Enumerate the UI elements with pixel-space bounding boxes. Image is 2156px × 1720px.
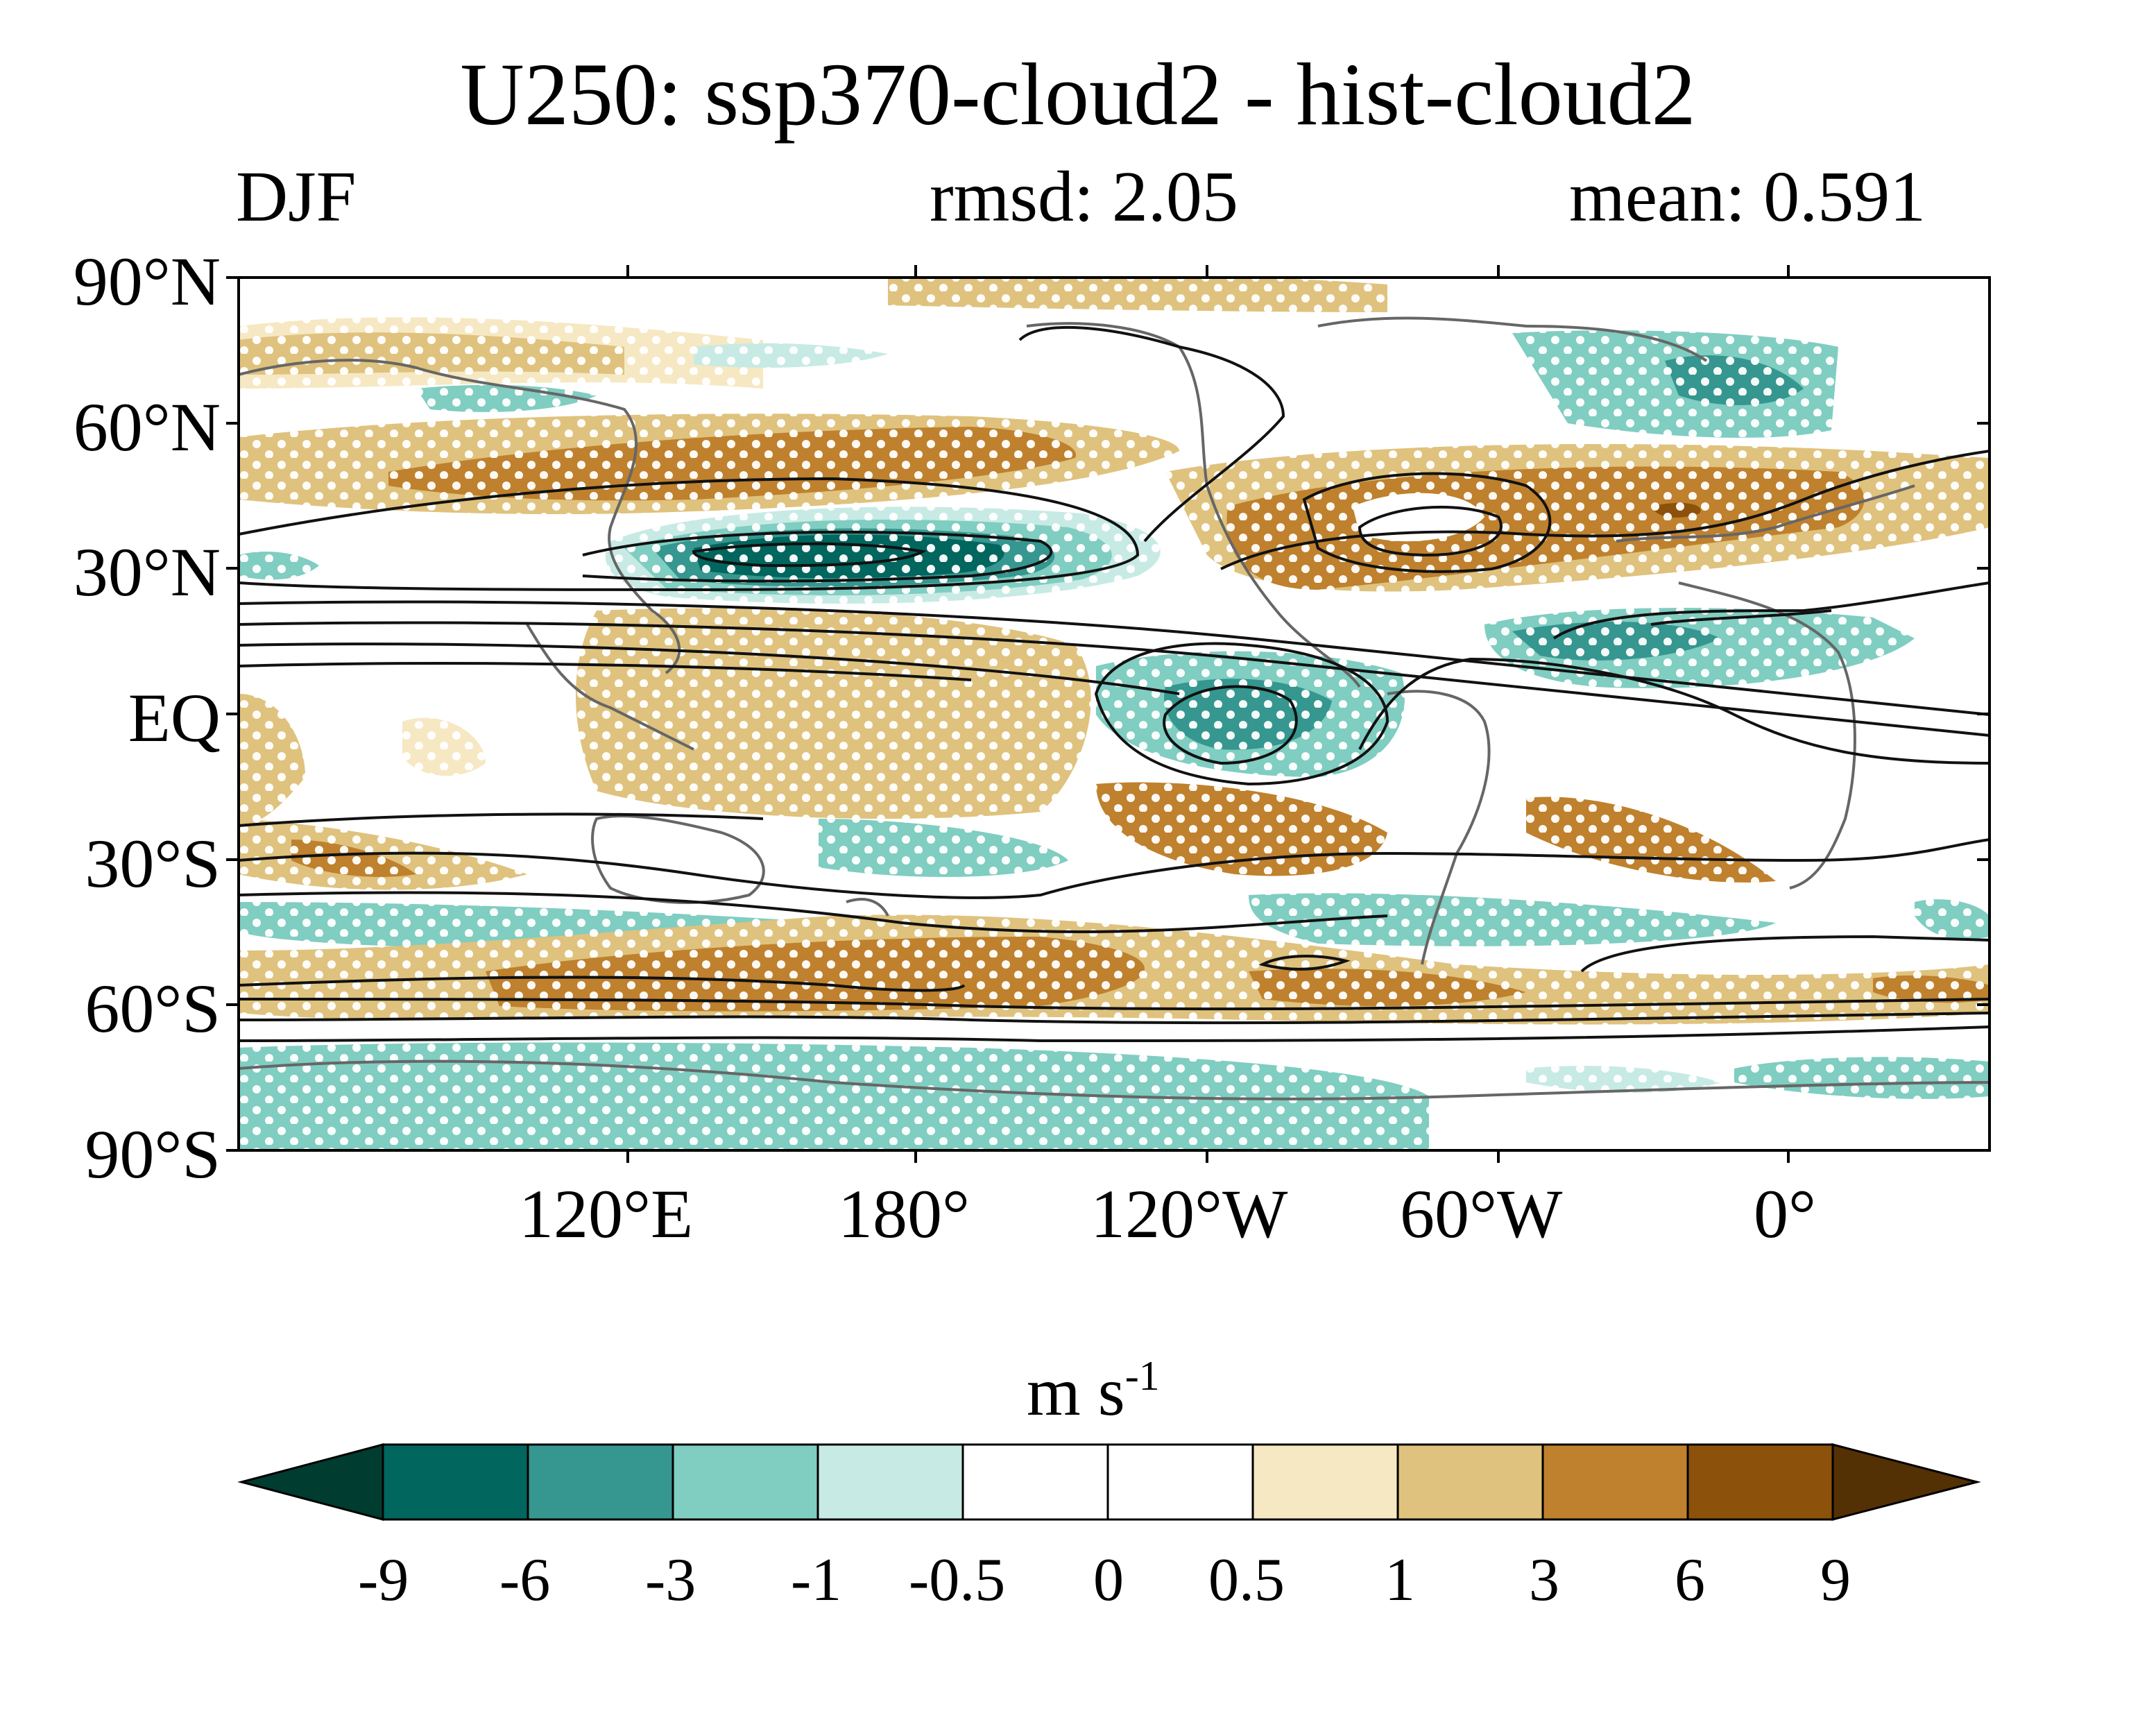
season-label: DJF xyxy=(236,157,357,237)
colorbar-tick: 0.5 xyxy=(1208,1547,1285,1614)
lon-label: 120°W xyxy=(1090,1175,1288,1252)
colorbar-swatch xyxy=(1541,1443,1689,1521)
lat-label: 30°S xyxy=(85,825,221,902)
colorbar-tick: 1 xyxy=(1385,1547,1415,1614)
map-panel xyxy=(239,278,1990,1150)
colorbar-swatch xyxy=(1396,1443,1544,1521)
colorbar-swatch xyxy=(1106,1443,1254,1521)
colorbar-tick: 3 xyxy=(1529,1547,1559,1614)
colorbar-units: m s-1 xyxy=(1027,1355,1160,1427)
units-base: m s xyxy=(1027,1353,1125,1430)
colorbar-tick: 9 xyxy=(1820,1547,1851,1614)
colorbar-tick: -6 xyxy=(499,1547,551,1614)
contours xyxy=(239,325,1990,1043)
units-exponent: -1 xyxy=(1124,1353,1160,1399)
figure-title: U250: ssp370-cloud2 - hist-cloud2 xyxy=(460,45,1696,144)
colorbar-swatch xyxy=(1686,1443,1834,1521)
colorbar-tick: -3 xyxy=(645,1547,696,1614)
rmsd-label: rmsd: 2.05 xyxy=(930,157,1238,237)
coastlines xyxy=(239,316,1990,1100)
colorbar xyxy=(237,1443,1981,1521)
colorbar-swatch xyxy=(961,1443,1109,1521)
lon-label: 0° xyxy=(1754,1175,1816,1252)
colorbar-tick: 0 xyxy=(1093,1547,1124,1614)
colorbar-tick: -1 xyxy=(791,1547,842,1614)
colorbar-swatch xyxy=(382,1443,529,1521)
colorbar-swatch xyxy=(816,1443,964,1521)
colorbar-swatch xyxy=(527,1443,674,1521)
colorbar-tick: 6 xyxy=(1675,1547,1705,1614)
axis-ticks xyxy=(226,265,1990,1163)
colorbar-extend-max xyxy=(1831,1443,1981,1521)
lat-label: 90°S xyxy=(85,1116,221,1193)
lat-label: 30°N xyxy=(73,534,221,611)
colorbar-tick: -0.5 xyxy=(909,1547,1006,1614)
lat-label: EQ xyxy=(128,679,221,756)
mean-label: mean: 0.591 xyxy=(1569,157,1926,237)
colorbar-tick: -9 xyxy=(358,1547,409,1614)
colorbar-swatch xyxy=(671,1443,819,1521)
colorbar-swatch xyxy=(1251,1443,1399,1521)
lon-label: 120°E xyxy=(519,1175,694,1252)
lat-label: 90°N xyxy=(73,243,221,320)
lon-label: 180° xyxy=(838,1175,970,1252)
lat-label: 60°S xyxy=(85,970,221,1047)
lon-label: 60°W xyxy=(1400,1175,1563,1252)
colorbar-extend-min xyxy=(237,1443,384,1521)
lat-label: 60°N xyxy=(73,389,221,466)
